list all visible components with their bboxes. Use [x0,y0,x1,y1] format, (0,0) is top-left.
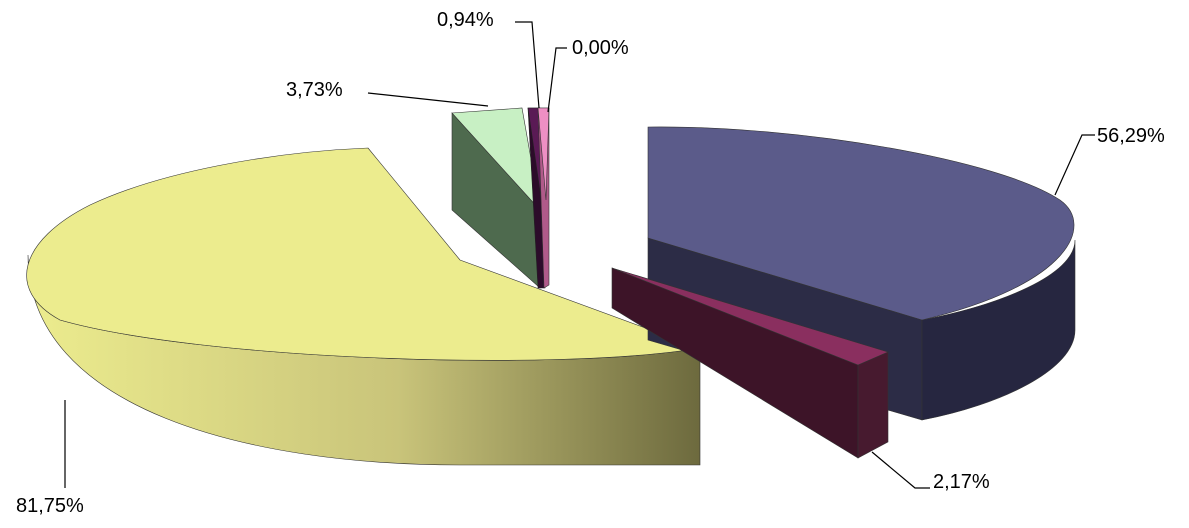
slice-top [537,107,550,201]
leader-0-94 [515,21,540,109]
leader-3-73 [367,92,489,107]
data-label-81-75: 81,75% [16,495,84,517]
slice-top [26,147,702,361]
data-label-0-94: 0,94% [437,9,494,31]
slice-top [611,267,889,366]
pie-slice-81-75 [26,147,702,466]
data-label-2-17: 2,17% [933,471,990,493]
pie-slice-3-73 [451,107,541,289]
data-label-0-00: 0,00% [572,37,629,59]
pie-slice-2-17 [611,267,889,459]
data-label-56-29: 56,29% [1097,125,1165,147]
slice-side-outer [921,239,1076,421]
slice-top [647,126,1075,321]
data-label-3-73: 3,73% [286,79,343,101]
leader-56-29 [1054,134,1095,196]
leader-0-00 [547,47,567,113]
pie-slice-0-00 [537,107,550,289]
slice-side-end [857,351,889,459]
leader-2-17 [871,451,930,489]
